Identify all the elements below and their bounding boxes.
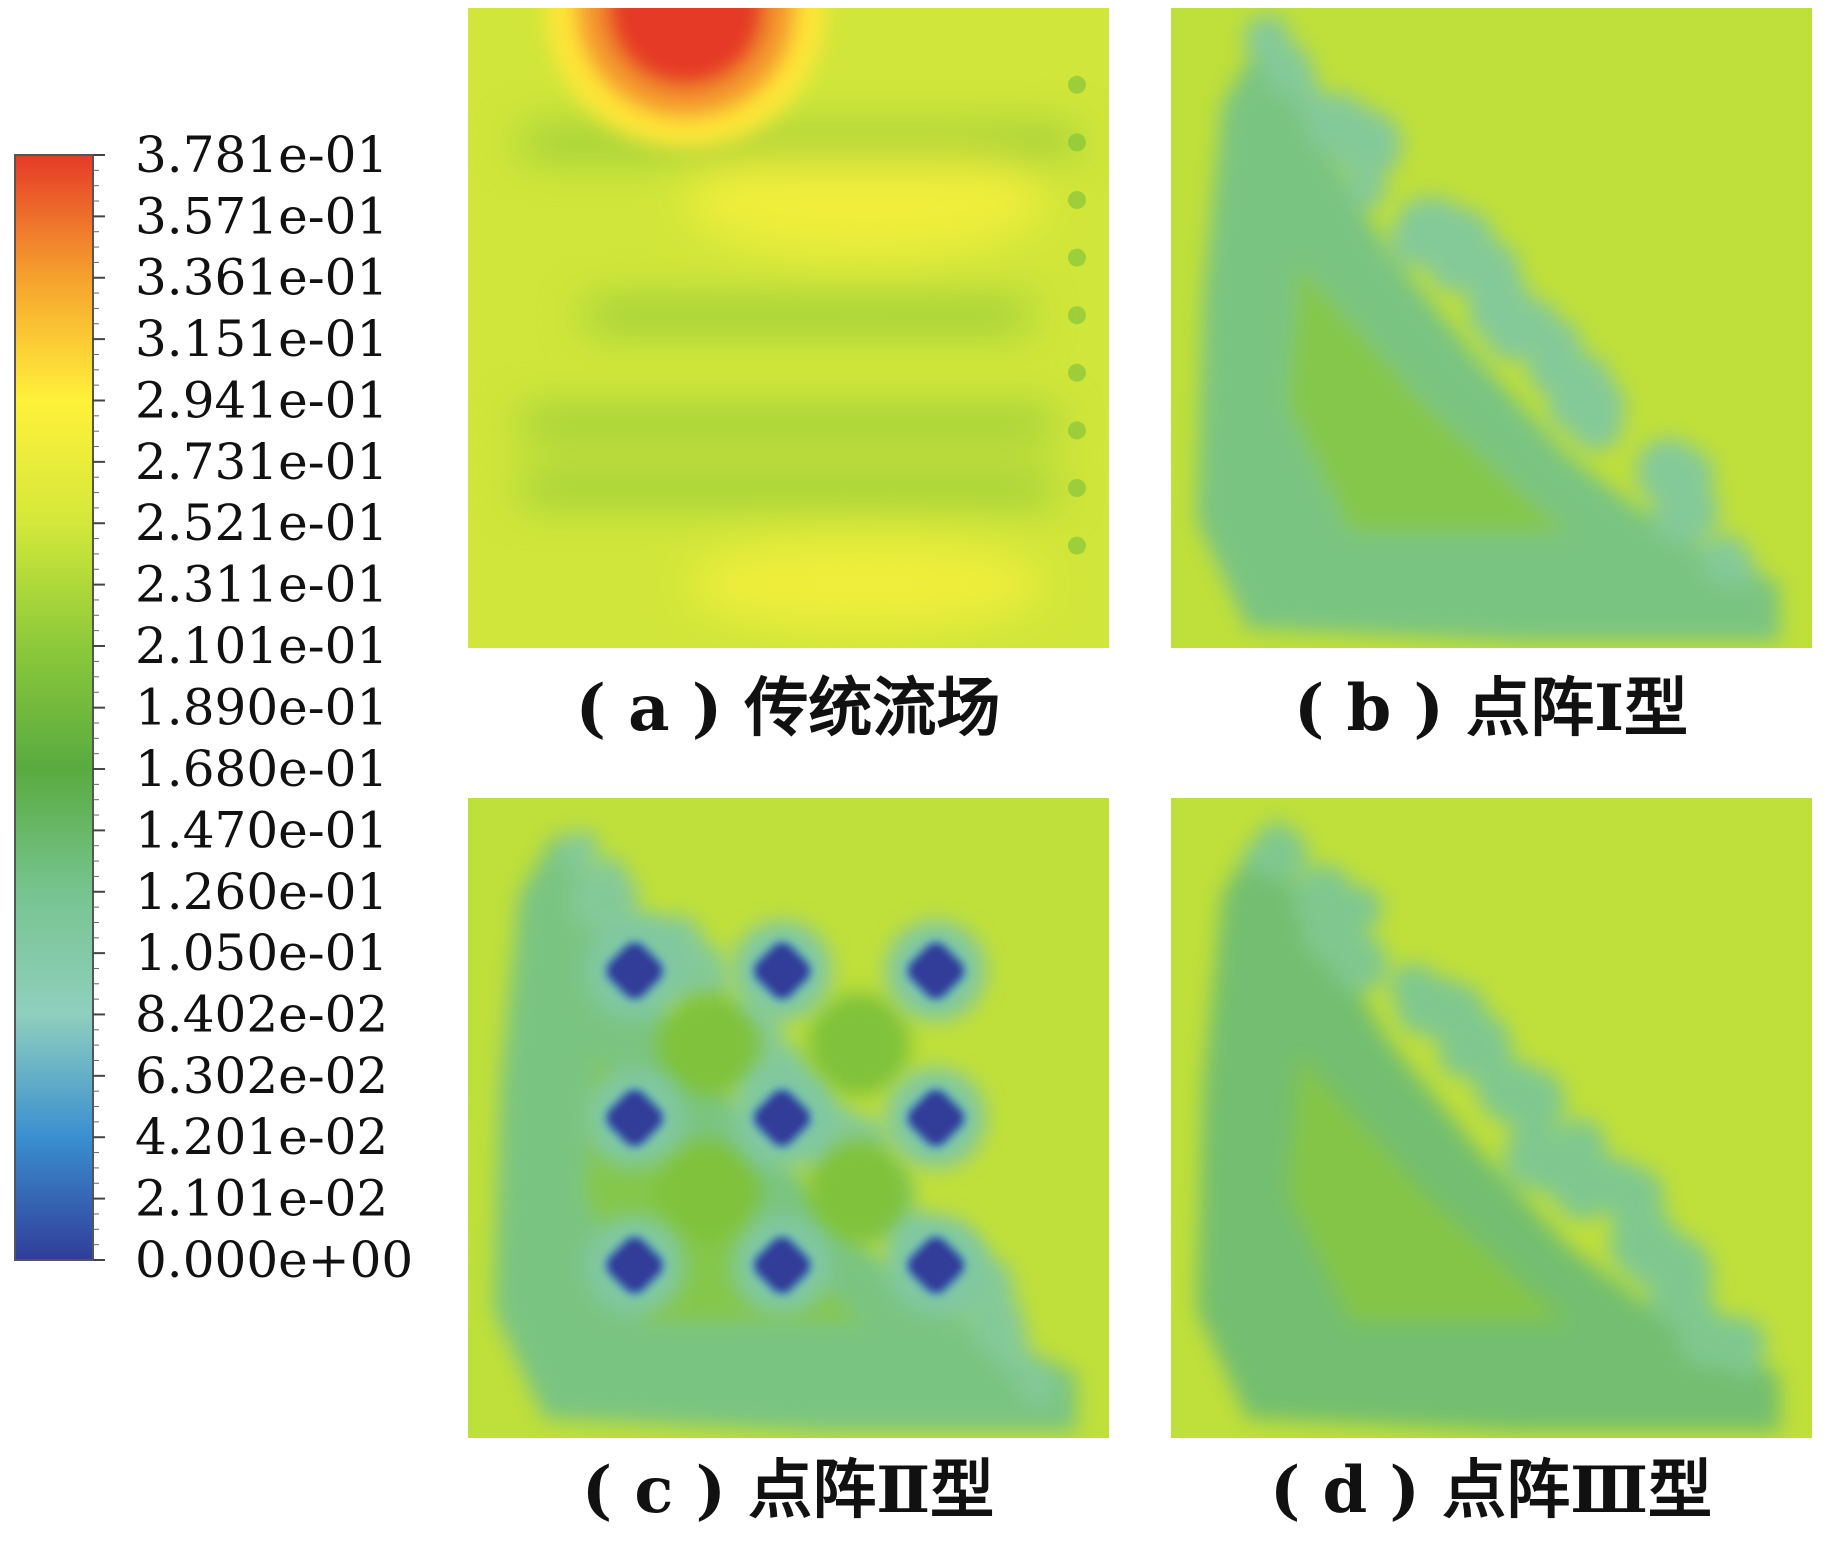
colorbar-tick-label: 1.260e-01 (135, 863, 388, 921)
pin-obstacle (751, 939, 814, 1002)
warm-band (685, 539, 1045, 629)
pin-obstacle (751, 1234, 814, 1297)
colorbar-ticks: 3.781e-013.571e-013.361e-013.151e-012.94… (93, 126, 413, 1289)
pin-obstacle (904, 1234, 967, 1297)
edge-port (1067, 479, 1086, 497)
edge-port (1067, 363, 1086, 382)
mottle (1729, 1344, 1761, 1377)
mottle (1569, 397, 1623, 451)
channel-band (519, 412, 1058, 436)
colorbar-tick-label: 2.101e-01 (135, 617, 388, 675)
flow-bands (519, 130, 1077, 629)
colorbar-gradient (14, 154, 94, 1261)
mottle (1438, 1031, 1484, 1077)
colorbar-tick-label: 1.050e-01 (135, 924, 388, 982)
colorbar-tick-label: 3.781e-01 (135, 126, 388, 184)
edge-port (1067, 536, 1086, 555)
colorbar-tick-label: 2.521e-01 (135, 494, 388, 552)
colorbar-tick-label: 3.361e-01 (135, 249, 388, 307)
pin-obstacle (751, 1086, 814, 1150)
mottle (1469, 292, 1515, 338)
colorbar-tick-label: 2.101e-02 (135, 1170, 388, 1228)
panel-d-lattice-type-3 (1171, 798, 1812, 1438)
colorbar-tick-label: 0.000e+00 (135, 1231, 413, 1289)
mottle (1426, 228, 1459, 261)
low-velocity-region (1196, 15, 1780, 642)
mid-velocity-core (1286, 264, 1569, 533)
edge-port (1067, 133, 1086, 152)
pin-wake (656, 1139, 761, 1244)
colorbar-tick-label: 2.311e-01 (135, 556, 388, 614)
mottle (1305, 97, 1355, 147)
edge-port (1067, 75, 1086, 94)
colorbar-tick-label: 3.571e-01 (135, 187, 388, 245)
mottle (1635, 438, 1702, 504)
caption-a: ( a ) 传统流场 (576, 671, 1001, 746)
pin-wakes (656, 992, 912, 1244)
mottle (1527, 344, 1578, 395)
pin-wake (656, 992, 761, 1097)
colorbar: 3.781e-013.571e-013.361e-013.151e-012.94… (14, 126, 413, 1289)
colorbar-tick-label: 2.731e-01 (135, 433, 388, 491)
mottle (1676, 1287, 1716, 1326)
colorbar-tick-label: 8.402e-02 (135, 985, 388, 1043)
mottle (1338, 129, 1385, 176)
caption-b: ( b ) 点阵Ⅰ型 (1294, 671, 1688, 746)
channel-band (583, 303, 1033, 328)
mottle (1390, 963, 1439, 1012)
mottle (1723, 552, 1758, 586)
colorbar-tick-label: 3.151e-01 (135, 310, 388, 368)
mottle (998, 1340, 1035, 1377)
colorbar-tick-label: 1.680e-01 (135, 740, 388, 798)
mottle (1553, 1118, 1606, 1172)
low-velocity-region (1196, 821, 1780, 1432)
panel-background (468, 8, 1109, 648)
colorbar-tick-label: 2.941e-01 (135, 371, 388, 429)
mottle (1262, 821, 1291, 850)
pin-obstacle (603, 1234, 666, 1297)
hotspot (545, 8, 826, 148)
mottle (1478, 1058, 1542, 1123)
caption-d: ( d ) 点阵Ⅲ型 (1270, 1453, 1712, 1528)
edge-port (1067, 248, 1086, 267)
panel-a-traditional-flow-field (468, 8, 1109, 648)
warm-band (685, 142, 1045, 258)
edge-port (1067, 191, 1086, 209)
colorbar-tick-label: 6.302e-02 (135, 1047, 388, 1105)
mottle (1504, 1124, 1569, 1190)
panel-b-lattice-type-1 (1171, 8, 1812, 648)
mottle (1242, 843, 1271, 872)
pin-obstacle (904, 1086, 967, 1150)
channel-band (519, 476, 1058, 500)
mottle (1019, 1364, 1055, 1400)
pin-wake (807, 992, 912, 1097)
mottle (592, 857, 628, 893)
mottle (1348, 170, 1387, 208)
channel-band (519, 130, 1077, 155)
hotspot-core (605, 8, 766, 88)
mottle (1555, 1166, 1611, 1221)
colorbar-tick-label: 1.890e-01 (135, 679, 388, 737)
caption-c: ( c ) 点阵Ⅱ型 (582, 1453, 994, 1528)
pin-obstacle (904, 939, 967, 1002)
colorbar-tick-label: 4.201e-02 (135, 1108, 388, 1166)
mottle (1422, 982, 1487, 1046)
mottle (1609, 1207, 1680, 1278)
colorbar-tick-label: 1.470e-01 (135, 801, 388, 859)
pin-wake (807, 1139, 912, 1244)
pin-obstacle (603, 1086, 666, 1150)
mottle (1263, 44, 1313, 94)
edge-port (1067, 306, 1086, 325)
panel-c-lattice-type-2 (468, 798, 1109, 1438)
mottle (1330, 934, 1389, 992)
mid-velocity-core (1286, 1054, 1569, 1323)
edge-port (1067, 421, 1086, 440)
pin-obstacle (603, 939, 666, 1002)
mottle (1292, 869, 1352, 929)
mottle (564, 829, 599, 864)
